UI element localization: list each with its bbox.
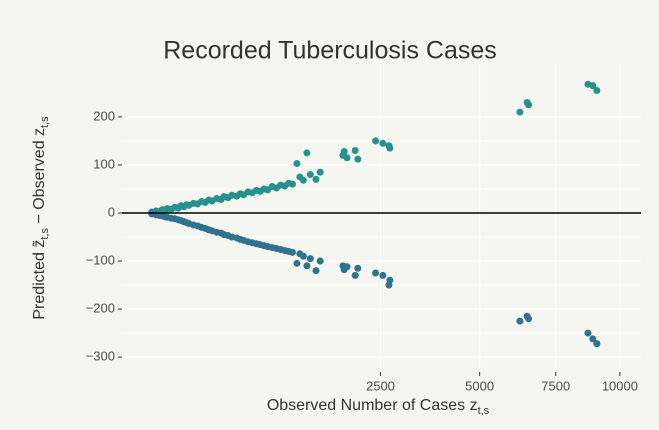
point [306, 171, 314, 179]
point [589, 335, 597, 343]
x-axis-label: Observed Number of Cases zt,s [267, 397, 490, 417]
point [372, 137, 380, 145]
point [516, 317, 524, 325]
x-label-subscript: t,s [478, 405, 490, 417]
x-label-text: Observed Number of Cases z [267, 397, 478, 414]
y-tick-label: −100 [86, 252, 115, 267]
point [351, 271, 359, 279]
y-tick-label: −300 [86, 349, 115, 364]
point [584, 329, 592, 337]
point [379, 139, 387, 147]
y-tick-label: 200 [93, 108, 115, 123]
x-tick-label: 5000 [465, 378, 494, 393]
point [293, 159, 301, 167]
x-tick-label: 2500 [366, 378, 395, 393]
point [386, 276, 394, 284]
y-label-subscript: t,s [39, 116, 51, 128]
y-label-subscript: t,s [39, 228, 51, 240]
y-tick-label: −200 [86, 301, 115, 316]
plot-panel: −300 −200 −100 0 100 200 2500 5000 7500 10000 [86, 65, 641, 393]
y-axis-label: Predicted z̃t,s − Observed zt,s [31, 116, 51, 320]
point [343, 154, 351, 162]
point [316, 168, 324, 176]
point [303, 149, 311, 157]
x-tick-label: 7500 [541, 378, 570, 393]
point [372, 269, 380, 277]
point [293, 259, 301, 267]
point [593, 86, 601, 94]
point [288, 180, 296, 188]
point [593, 340, 601, 348]
point [306, 255, 314, 263]
point [316, 257, 324, 265]
y-label-part: Predicted [31, 248, 48, 320]
point [299, 252, 307, 260]
point [340, 147, 348, 155]
point [386, 144, 394, 152]
point [589, 82, 597, 90]
y-label-part: − Observed z [31, 128, 48, 228]
point [354, 155, 362, 163]
point [354, 264, 362, 272]
chart-title: Recorded Tuberculosis Cases [163, 37, 497, 65]
point [525, 101, 533, 109]
y-tick-label: 100 [93, 156, 115, 171]
point [312, 175, 320, 183]
point [312, 267, 320, 275]
point [516, 108, 524, 116]
y-tick-label: 0 [108, 204, 115, 219]
point [379, 271, 387, 279]
point [351, 147, 359, 155]
y-label-part: z̃ [31, 240, 48, 248]
point [299, 176, 307, 184]
point [525, 315, 533, 323]
point [303, 262, 311, 270]
point [343, 263, 351, 271]
point [288, 248, 296, 256]
x-tick-label: 10000 [602, 378, 638, 393]
